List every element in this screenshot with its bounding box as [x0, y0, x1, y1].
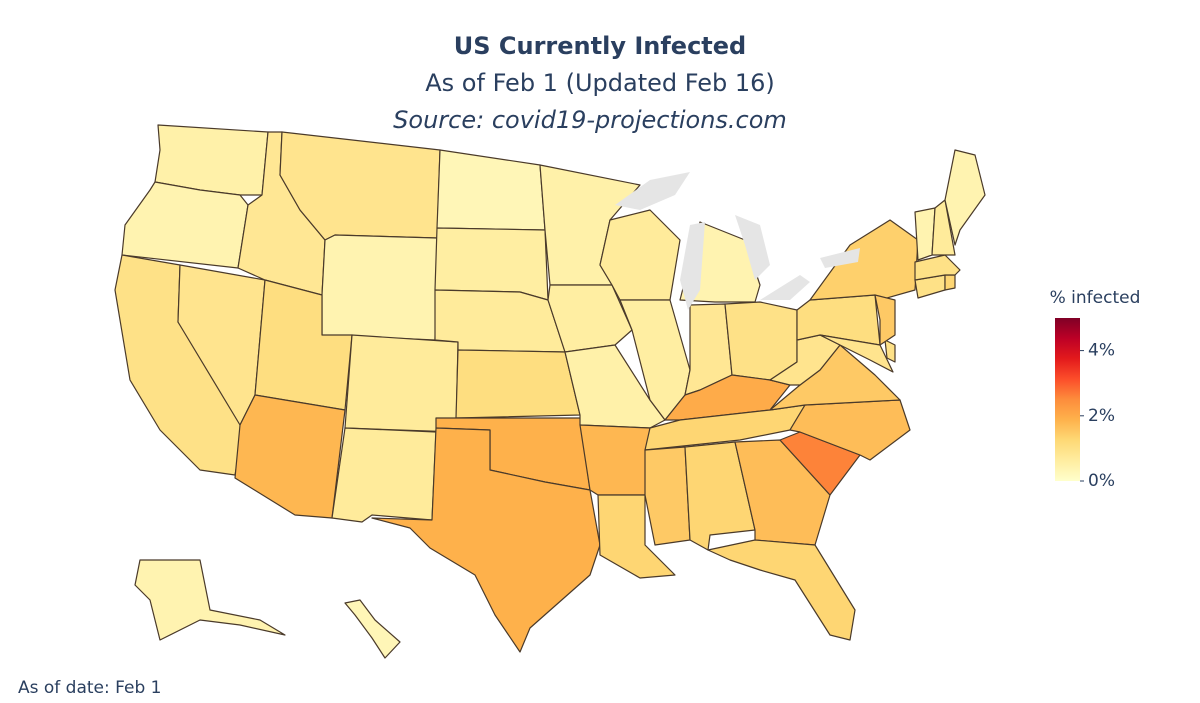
chart-source: Source: covid19-projections.com [393, 106, 787, 134]
colorbar [1055, 318, 1080, 481]
state [455, 349, 581, 419]
state [121, 181, 249, 269]
colorbar-tick-label: 4% [1088, 341, 1115, 361]
chart-title: US Currently Infected [454, 32, 746, 60]
state [884, 339, 896, 363]
state [331, 427, 437, 523]
state [436, 149, 546, 231]
state [819, 334, 894, 373]
state [931, 199, 956, 256]
lake [820, 248, 860, 268]
lake [735, 215, 770, 280]
state [434, 227, 549, 301]
state [371, 427, 601, 653]
state [579, 424, 651, 496]
state [344, 599, 401, 659]
state [234, 394, 346, 519]
colorbar-tick-label: 0% [1088, 471, 1115, 491]
state [321, 234, 438, 341]
annotation: As of date: Feb 1 [18, 678, 161, 698]
chart-subtitle: As of Feb 1 (Updated Feb 16) [425, 69, 775, 97]
state [134, 559, 286, 641]
state [564, 344, 666, 429]
state [724, 301, 798, 381]
lake [680, 222, 705, 310]
lakes [615, 172, 860, 310]
state [874, 294, 896, 346]
lake [615, 172, 690, 210]
state [944, 274, 956, 291]
state [944, 149, 986, 246]
lake [760, 275, 810, 300]
colorbar-title: % infected [1050, 288, 1141, 308]
colorbar-tick-label: 2% [1088, 406, 1115, 426]
state [644, 446, 691, 546]
state [707, 539, 856, 641]
